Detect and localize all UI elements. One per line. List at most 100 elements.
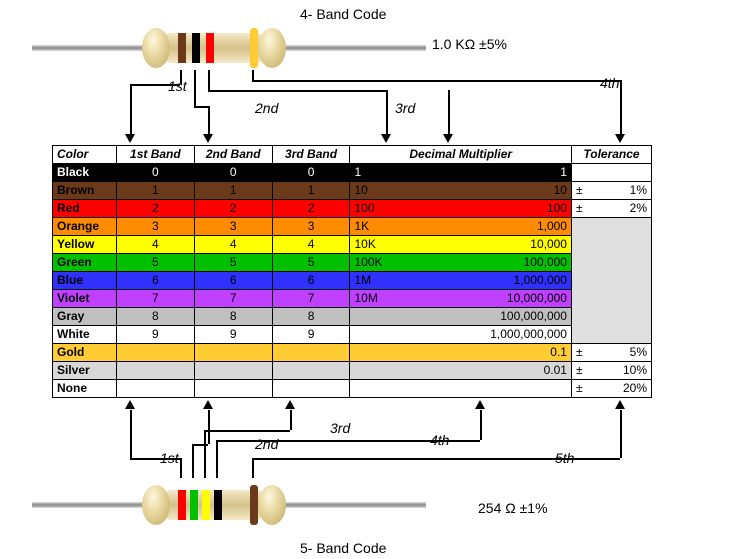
arrow-line <box>194 106 208 108</box>
table-row: Violet77710M10,000,000 <box>53 290 652 308</box>
cell-digit: 9 <box>116 326 194 344</box>
cell-multiplier <box>350 380 572 398</box>
arrow-line <box>204 430 206 478</box>
arrow-line <box>130 84 180 86</box>
arrow-line <box>480 410 482 440</box>
resistor-band <box>250 28 258 68</box>
arrow-line <box>130 410 132 458</box>
resistor-band <box>214 490 222 520</box>
cell-color-name: Black <box>53 164 117 182</box>
arrow-line <box>386 90 388 134</box>
table-row: Green555100K100,000 <box>53 254 652 272</box>
arrow-line <box>204 430 290 432</box>
header-3rd: 3rd Band <box>272 146 350 164</box>
cell-color-name: Yellow <box>53 236 117 254</box>
arrow-head <box>475 400 485 409</box>
resistor-band <box>192 33 200 63</box>
arrow-line <box>620 80 622 134</box>
resistor-band <box>178 33 186 63</box>
cell-color-name: Violet <box>53 290 117 308</box>
arrow-line <box>180 70 182 84</box>
resistor-end <box>258 28 286 68</box>
cell-multiplier: 11 <box>350 164 572 182</box>
cell-digit <box>272 362 350 380</box>
resistor-band <box>178 490 186 520</box>
cell-tolerance: ±5% <box>571 344 651 362</box>
header-multiplier: Decimal Multiplier <box>350 146 572 164</box>
header-2nd: 2nd Band <box>194 146 272 164</box>
arrow-line <box>252 458 254 478</box>
cell-multiplier: 0.01 <box>350 362 572 380</box>
cell-tolerance <box>571 218 651 344</box>
arrow-head <box>381 134 391 143</box>
arrow-head <box>203 400 213 409</box>
cell-digit: 6 <box>194 272 272 290</box>
arrow-line <box>208 410 210 444</box>
cell-color-name: Green <box>53 254 117 272</box>
cell-digit: 8 <box>116 308 194 326</box>
table-row: Gray888100,000,000 <box>53 308 652 326</box>
band-label: 4th <box>600 75 619 91</box>
arrow-head <box>203 134 213 143</box>
arrow-line <box>130 458 180 460</box>
cell-digit <box>194 380 272 398</box>
arrow-line <box>290 410 292 430</box>
arrow-line <box>252 70 254 80</box>
cell-color-name: None <box>53 380 117 398</box>
cell-digit: 2 <box>272 200 350 218</box>
cell-color-name: Gray <box>53 308 117 326</box>
cell-digit: 8 <box>272 308 350 326</box>
table-row: Silver0.01±10% <box>53 362 652 380</box>
cell-tolerance <box>571 164 651 182</box>
cell-digit: 0 <box>194 164 272 182</box>
cell-tolerance: ±20% <box>571 380 651 398</box>
resistor-band <box>190 490 198 520</box>
cell-digit <box>116 344 194 362</box>
cell-digit: 5 <box>116 254 194 272</box>
cell-tolerance: ±10% <box>571 362 651 380</box>
cell-digit: 8 <box>194 308 272 326</box>
title-4band: 4- Band Code <box>300 6 386 22</box>
table-row: Yellow44410K10,000 <box>53 236 652 254</box>
band-label: 2nd <box>255 436 278 452</box>
title-5band: 5- Band Code <box>300 540 386 556</box>
arrow-head <box>443 134 453 143</box>
table-row: Orange3331K1,000 <box>53 218 652 236</box>
cell-digit <box>194 362 272 380</box>
arrow-line <box>216 440 480 442</box>
resistor-end <box>142 485 170 525</box>
cell-digit: 1 <box>272 182 350 200</box>
cell-digit: 1 <box>194 182 272 200</box>
resistor <box>142 28 442 68</box>
arrow-line <box>194 70 196 106</box>
cell-digit: 2 <box>194 200 272 218</box>
table-row: Brown1111010±1% <box>53 182 652 200</box>
cell-multiplier: 1K1,000 <box>350 218 572 236</box>
cell-digit <box>272 380 350 398</box>
arrow-head <box>615 134 625 143</box>
table-row: Black00011 <box>53 164 652 182</box>
arrow-head <box>285 400 295 409</box>
cell-digit: 3 <box>272 218 350 236</box>
arrow-head <box>125 134 135 143</box>
band-label: 3rd <box>330 420 350 436</box>
cell-multiplier: 1010 <box>350 182 572 200</box>
arrow-line <box>252 80 620 82</box>
cell-digit: 0 <box>272 164 350 182</box>
table-row: Blue6661M1,000,000 <box>53 272 652 290</box>
cell-digit: 7 <box>116 290 194 308</box>
cell-digit: 0 <box>116 164 194 182</box>
arrow-line <box>448 90 450 134</box>
cell-digit: 4 <box>116 236 194 254</box>
cell-color-name: Blue <box>53 272 117 290</box>
cell-color-name: Red <box>53 200 117 218</box>
arrow-line <box>192 444 194 478</box>
cell-tolerance: ±1% <box>571 182 651 200</box>
cell-digit: 3 <box>194 218 272 236</box>
cell-digit: 9 <box>272 326 350 344</box>
header-tolerance: Tolerance <box>571 146 651 164</box>
cell-color-name: White <box>53 326 117 344</box>
resistor-end <box>142 28 170 68</box>
resistor <box>142 485 442 525</box>
resistor-band <box>250 485 258 525</box>
